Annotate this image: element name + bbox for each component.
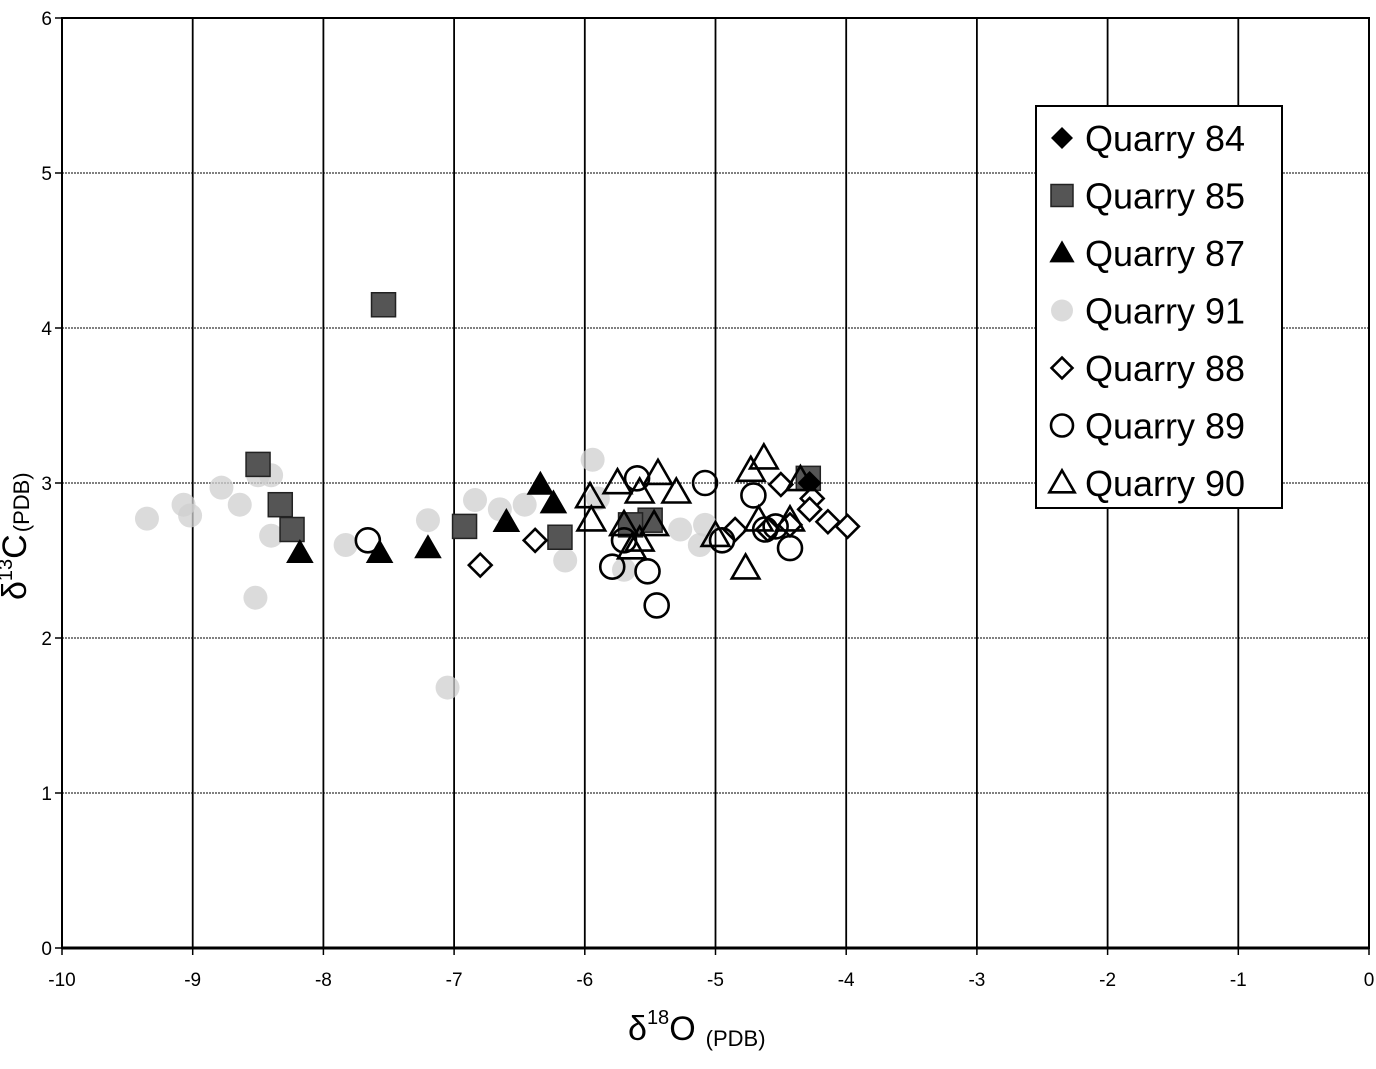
x-tick-label: -2 [1099,970,1116,991]
point-quarry-89 [634,558,661,585]
y-axis-label: δ13C(PDB) [0,472,34,600]
legend-label: Quarry 85 [1085,176,1245,217]
y-tick-label: 6 [41,9,52,30]
point-quarry-90 [623,475,656,504]
x-tick-label: -5 [707,970,724,991]
point-quarry-90 [641,457,675,486]
point-quarry-87 [286,538,314,563]
legend-label: Quarry 87 [1085,233,1245,274]
point-quarry-91 [415,508,440,533]
point-quarry-89 [643,592,670,619]
point-quarry-91 [512,492,537,517]
legend-label: Quarry 91 [1085,291,1245,332]
point-quarry-91 [333,533,358,557]
point-quarry-89 [762,513,789,540]
point-quarry-88 [814,508,842,535]
point-quarry-87 [539,489,568,514]
point-quarry-90 [660,475,693,504]
point-quarry-88 [834,513,861,540]
point-quarry-88 [521,527,549,554]
point-quarry-85 [451,513,478,540]
point-quarry-89 [354,527,382,554]
x-tick-label: -10 [48,970,75,991]
point-quarry-90 [729,551,762,580]
point-quarry-89 [776,534,804,562]
legend: Quarry 84 Quarry 85 Quarry 87 Quarry 91 Quar… [1035,105,1283,509]
x-axis-label: δ18O (PDB) [628,1007,766,1051]
point-quarry-91 [463,488,488,513]
point-quarry-90 [773,503,807,532]
point-quarry-87 [492,507,521,532]
x-tick-label: -6 [576,970,593,991]
legend-marker-quarry-90 [1047,467,1077,494]
point-quarry-85 [279,516,305,543]
point-quarry-89 [708,527,736,554]
point-quarry-87 [365,538,394,563]
y-tick-label: 3 [41,474,52,495]
legend-label: Quarry 88 [1085,348,1245,389]
point-quarry-91 [668,517,693,542]
point-quarry-87 [526,470,555,495]
point-quarry-90 [784,463,817,492]
legend-label: Quarry 90 [1085,463,1245,504]
point-quarry-89 [598,553,626,581]
y-tick-label: 5 [41,164,52,185]
y-tick-label: 4 [41,319,52,340]
point-quarry-85 [245,451,271,478]
point-quarry-91 [178,503,203,528]
data-points [134,292,861,700]
y-tick-label: 1 [41,784,52,805]
legend-marker-quarry-88 [1049,355,1075,381]
legend-marker-quarry-91 [1051,299,1073,322]
y-tick-label: 0 [41,939,52,960]
x-tick-label: -9 [184,970,201,991]
point-quarry-85 [267,491,294,518]
point-quarry-90 [623,523,656,552]
x-tick-label: -8 [315,970,332,991]
point-quarry-90 [638,508,671,537]
legend-marker-quarry-89 [1049,413,1075,438]
x-tick-label: -4 [838,970,855,991]
y-tick-label: 2 [41,629,52,650]
legend-marker-quarry-84 [1051,127,1073,149]
point-quarry-85 [370,292,397,318]
point-quarry-91 [243,585,268,610]
point-quarry-90 [607,508,641,537]
point-quarry-90 [742,503,775,532]
legend-label: Quarry 89 [1085,406,1245,447]
point-quarry-90 [575,503,608,532]
legend-marker-quarry-85 [1050,183,1074,208]
point-quarry-90 [699,519,732,548]
x-tick-label: -3 [968,970,985,991]
legend-marker-quarry-87 [1049,240,1075,263]
x-tick-label: -1 [1230,970,1247,991]
point-quarry-89 [691,469,719,497]
point-quarry-91 [435,675,460,700]
point-quarry-85 [547,524,573,550]
axes [55,17,1370,955]
legend-label: Quarry 84 [1085,118,1245,159]
point-quarry-91 [134,506,159,531]
point-quarry-90 [747,441,780,470]
point-quarry-91 [227,492,252,517]
point-quarry-89 [623,465,651,492]
point-quarry-87 [414,534,442,559]
point-quarry-91 [259,523,284,548]
x-tick-label: -7 [446,970,463,991]
x-tick-label: 0 [1364,970,1375,991]
point-quarry-91 [209,475,234,500]
point-quarry-90 [615,531,648,560]
point-quarry-90 [601,466,634,495]
point-quarry-91 [553,548,578,573]
point-quarry-88 [467,551,494,579]
point-quarry-91 [580,447,605,472]
point-quarry-89 [740,482,767,509]
point-quarry-88 [796,496,823,523]
